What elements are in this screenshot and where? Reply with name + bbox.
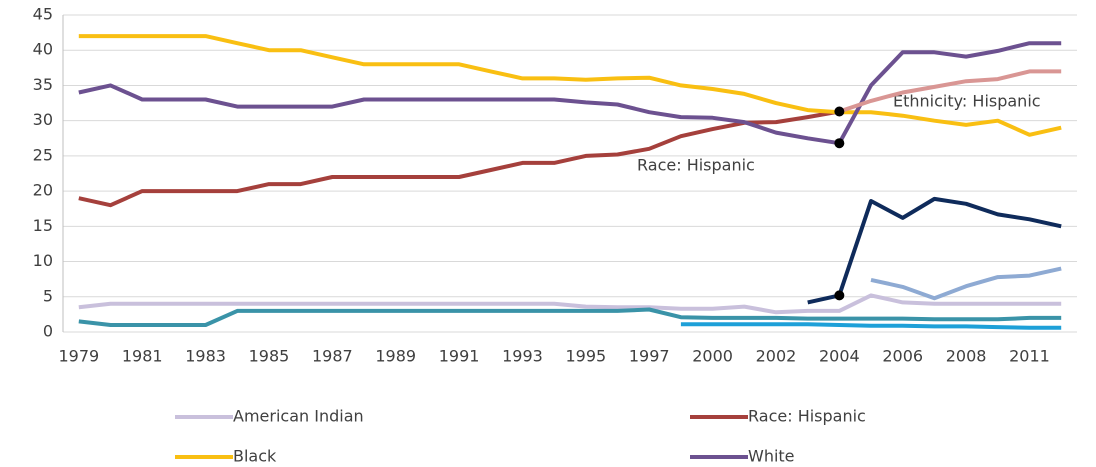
series-line xyxy=(78,293,1062,315)
y-tick-label: 30 xyxy=(33,110,53,129)
x-tick-label: 1985 xyxy=(249,347,290,366)
x-tick-label: 2000 xyxy=(692,347,733,366)
x-tick-label: 1993 xyxy=(502,347,543,366)
x-tick-label: 2004 xyxy=(819,347,860,366)
y-tick-label: 40 xyxy=(33,40,53,59)
y-tick-label: 25 xyxy=(33,145,53,164)
y-tick-label: 0 xyxy=(43,322,53,341)
series-line xyxy=(870,266,1062,301)
y-tick-label: 15 xyxy=(33,216,53,235)
annotation: Ethnicity: Hispanic xyxy=(893,92,1041,111)
series-line xyxy=(78,307,1062,327)
series-line xyxy=(838,69,1062,114)
legend-label: Race: Hispanic xyxy=(748,407,866,426)
legend-label: American Indian xyxy=(233,407,364,426)
y-tick-label: 10 xyxy=(33,251,53,270)
series-line xyxy=(78,34,1062,137)
series-line xyxy=(807,196,1062,305)
x-tick-label: 1997 xyxy=(629,347,670,366)
x-tick-label: 2011 xyxy=(1009,347,1050,366)
x-tick-label: 1981 xyxy=(122,347,163,366)
point-marker xyxy=(834,138,845,149)
legend-label: White xyxy=(748,447,795,466)
point-marker xyxy=(834,290,845,301)
series-line xyxy=(78,109,840,208)
x-tick-label: 1989 xyxy=(375,347,416,366)
y-tick-label: 20 xyxy=(33,181,53,200)
x-tick-label: 1979 xyxy=(58,347,99,366)
x-tick-label: 2008 xyxy=(946,347,987,366)
y-tick-label: 35 xyxy=(33,75,53,94)
x-tick-label: 2006 xyxy=(882,347,923,366)
series-line xyxy=(78,41,1062,146)
x-tick-label: 1995 xyxy=(565,347,606,366)
x-tick-label: 1991 xyxy=(439,347,480,366)
y-tick-label: 5 xyxy=(43,286,53,305)
x-tick-label: 1983 xyxy=(185,347,226,366)
x-tick-label: 2002 xyxy=(756,347,797,366)
series-line xyxy=(680,322,1062,330)
annotation: Race: Hispanic xyxy=(637,156,755,175)
point-marker xyxy=(834,106,845,117)
x-tick-label: 1987 xyxy=(312,347,353,366)
y-tick-label: 45 xyxy=(33,5,53,24)
legend-label: Black xyxy=(233,447,277,466)
